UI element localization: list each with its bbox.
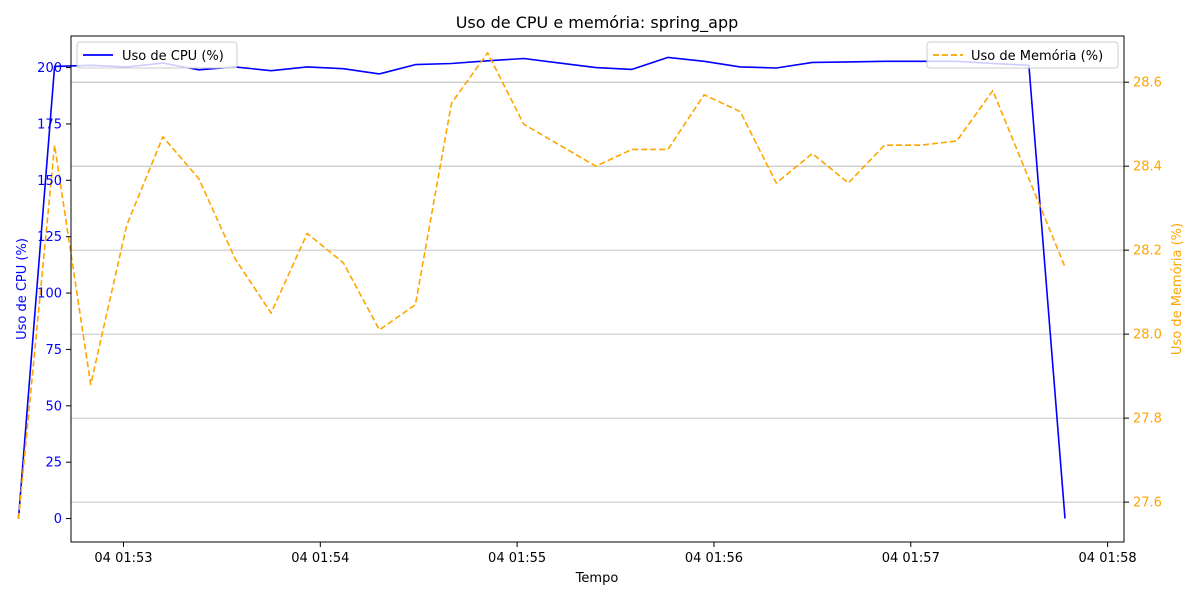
- y-axis-right-label: Uso de Memória (%): [1170, 223, 1185, 355]
- y-right-tick-label: 28.2: [1133, 244, 1162, 259]
- y-left-tick-label: 0: [54, 512, 62, 527]
- x-tick-label: 04 01:56: [685, 551, 743, 566]
- y-right-tick-label: 28.4: [1133, 160, 1162, 175]
- y-axis-right: 27.6 27.8 28.0 28.2 28.4 28.6: [1124, 76, 1162, 511]
- y-left-tick-label: 50: [45, 399, 62, 414]
- legend-memory-box: [926, 41, 1119, 69]
- x-tick-label: 04 01:53: [94, 551, 152, 566]
- cpu-series: [17, 56, 1066, 519]
- legend-cpu-label: Uso de CPU (%): [122, 49, 224, 64]
- cpu-series-line: [17, 56, 1066, 519]
- gridlines: [71, 81, 1124, 503]
- x-axis: 04 01:53 04 01:54 04 01:55 04 01:56 04 01:57…: [94, 542, 1137, 566]
- y-left-tick-label: 150: [37, 174, 62, 189]
- x-tick-label: 04 01:58: [1079, 551, 1137, 566]
- x-tick-label: 04 01:55: [488, 551, 546, 566]
- x-tick-label: 04 01:57: [882, 551, 940, 566]
- legend-cpu: Uso de CPU (%): [76, 41, 238, 69]
- y-axis-left-label: Uso de CPU (%): [15, 238, 30, 340]
- chart-title: Uso de CPU e memória: spring_app: [456, 13, 739, 33]
- legend-cpu-box: [76, 41, 238, 69]
- x-axis-label: Tempo: [575, 571, 619, 586]
- memory-series-line: [17, 51, 1066, 519]
- y-right-tick-label: 28.6: [1133, 76, 1162, 91]
- memory-series: [17, 51, 1066, 519]
- y-left-tick-label: 200: [37, 61, 62, 76]
- y-right-tick-label: 27.8: [1133, 412, 1162, 427]
- x-tick-label: 04 01:54: [291, 551, 349, 566]
- legend-memory-label: Uso de Memória (%): [971, 49, 1103, 64]
- y-left-tick-label: 75: [45, 343, 62, 358]
- y-left-tick-label: 100: [37, 287, 62, 302]
- y-right-tick-label: 28.0: [1133, 328, 1162, 343]
- y-left-tick-label: 25: [45, 456, 62, 471]
- y-left-tick-label: 125: [37, 230, 62, 245]
- y-left-tick-label: 175: [37, 117, 62, 132]
- plot-frame: [70, 35, 1125, 543]
- legend-memory: Uso de Memória (%): [926, 41, 1119, 69]
- y-right-tick-label: 27.6: [1133, 496, 1162, 511]
- y-axis-left: 0 25 50 75 100 125 150 175 200: [37, 61, 71, 527]
